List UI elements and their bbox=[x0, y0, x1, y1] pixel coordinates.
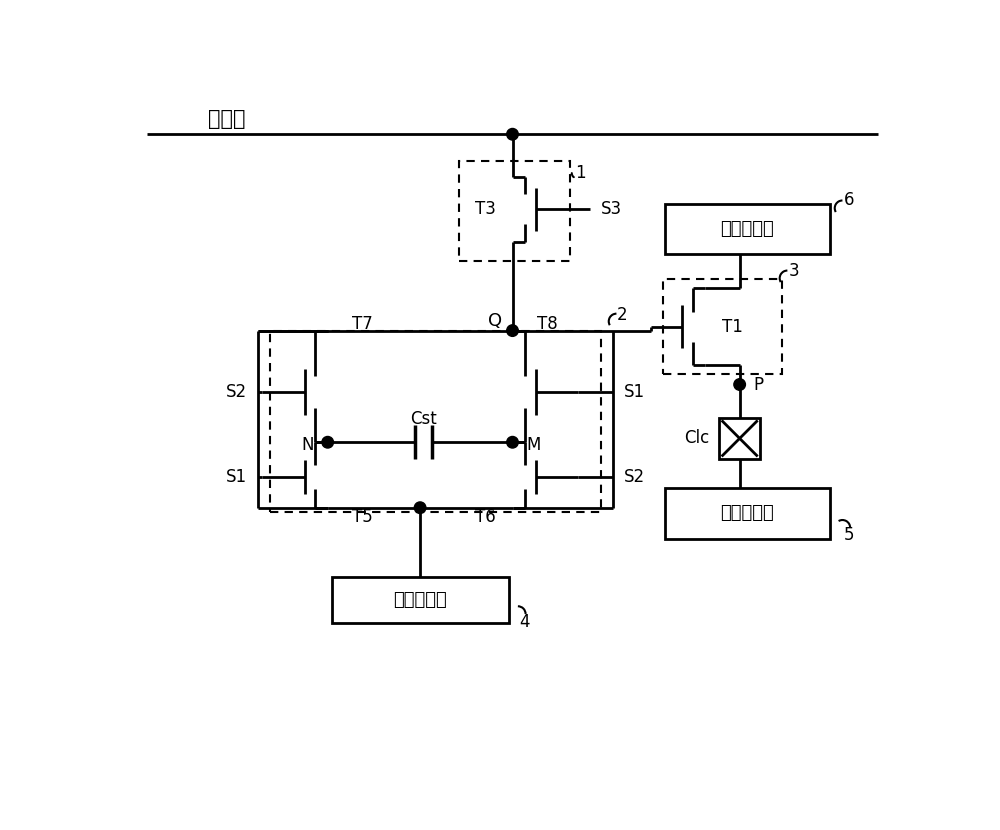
Text: 5: 5 bbox=[844, 526, 855, 544]
Text: S3: S3 bbox=[601, 200, 622, 218]
Bar bbox=[663, 279, 782, 374]
Text: T8: T8 bbox=[537, 315, 558, 334]
Bar bbox=[332, 577, 509, 623]
Text: 4: 4 bbox=[519, 613, 529, 631]
Bar bbox=[665, 488, 830, 539]
Text: Clc: Clc bbox=[684, 429, 710, 447]
Bar bbox=[270, 330, 601, 511]
Text: T6: T6 bbox=[475, 508, 496, 526]
Circle shape bbox=[507, 129, 518, 140]
Bar bbox=[719, 417, 760, 459]
Circle shape bbox=[322, 437, 333, 448]
Text: 6: 6 bbox=[844, 192, 855, 209]
Text: 第五电源端: 第五电源端 bbox=[720, 220, 774, 237]
Text: 3: 3 bbox=[788, 262, 799, 281]
Text: T3: T3 bbox=[475, 200, 496, 218]
Circle shape bbox=[414, 502, 426, 514]
Bar bbox=[459, 161, 570, 261]
Bar bbox=[665, 203, 830, 254]
Text: T5: T5 bbox=[352, 508, 373, 526]
Text: 2: 2 bbox=[617, 306, 627, 325]
Circle shape bbox=[507, 437, 518, 448]
Circle shape bbox=[734, 378, 745, 390]
Text: Q: Q bbox=[488, 311, 503, 330]
Text: S1: S1 bbox=[624, 383, 645, 401]
Text: 第二电源端: 第二电源端 bbox=[720, 505, 774, 522]
Text: Cst: Cst bbox=[411, 410, 437, 428]
Text: S2: S2 bbox=[624, 468, 645, 486]
Text: T7: T7 bbox=[352, 315, 373, 334]
Text: N: N bbox=[301, 437, 314, 454]
Text: P: P bbox=[754, 375, 764, 393]
Circle shape bbox=[507, 325, 518, 336]
Text: M: M bbox=[526, 437, 541, 454]
Text: S2: S2 bbox=[226, 383, 247, 401]
Text: 第一电源端: 第一电源端 bbox=[393, 591, 447, 609]
Text: 数据线: 数据线 bbox=[208, 109, 246, 129]
Text: 1: 1 bbox=[575, 164, 586, 182]
Text: S1: S1 bbox=[226, 468, 247, 486]
Text: T1: T1 bbox=[722, 318, 743, 336]
